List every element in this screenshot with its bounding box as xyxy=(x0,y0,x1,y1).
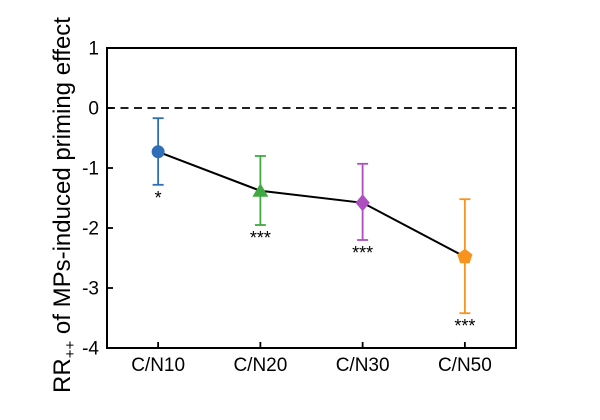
y-tick-label: -1 xyxy=(82,159,99,180)
data-point-marker xyxy=(151,145,165,159)
y-tick-label: -3 xyxy=(82,279,99,300)
data-point-marker xyxy=(355,194,370,212)
y-axis-title: RR++ of MPs-induced priming effect xyxy=(49,17,79,393)
x-tick-label: C/N20 xyxy=(233,355,287,376)
significance-label: *** xyxy=(352,243,373,263)
y-tick-label: 1 xyxy=(88,39,99,60)
x-tick-label: C/N10 xyxy=(131,355,185,376)
y-tick-label: -4 xyxy=(82,339,99,360)
significance-label: *** xyxy=(250,228,271,248)
axis-frame xyxy=(106,47,517,349)
y-tick-label: 0 xyxy=(88,99,99,120)
significance-label: *** xyxy=(454,316,475,336)
significance-label: * xyxy=(155,188,162,208)
x-tick-label: C/N30 xyxy=(336,355,390,376)
data-point-marker xyxy=(457,248,473,264)
y-tick-label: -2 xyxy=(82,219,99,240)
series-line xyxy=(157,150,466,258)
x-tick-label: C/N50 xyxy=(438,355,492,376)
data-point-marker xyxy=(252,183,269,197)
